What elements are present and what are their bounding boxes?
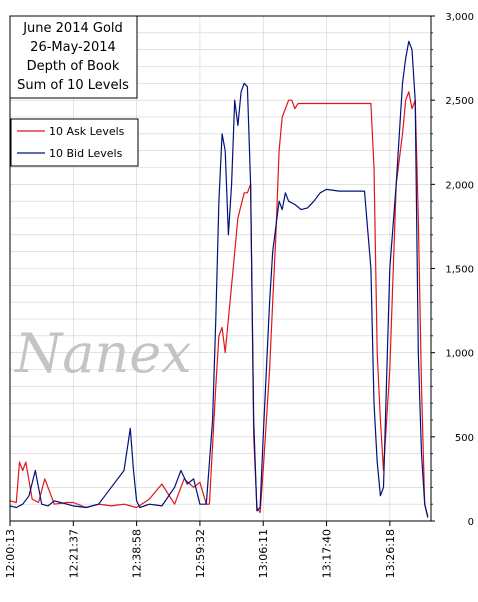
x-tick-label: 12:21:37 — [67, 529, 80, 578]
watermark-text: Nanex — [13, 322, 192, 385]
x-tick-label: 12:38:58 — [131, 529, 144, 578]
title-box: June 2014 Gold 26-May-2014 Depth of Book… — [9, 15, 138, 99]
legend: 10 Ask Levels 10 Bid Levels — [10, 118, 139, 167]
y-tick-label: 3,000 — [445, 12, 474, 23]
y-axis: 0 500 1,000 1,500 2,000 2,500 3,000 — [431, 12, 474, 528]
title-line-2: 26-May-2014 — [30, 40, 116, 55]
y-tick-label: 2,000 — [445, 180, 474, 191]
x-tick-label: 13:17:40 — [321, 529, 334, 578]
y-tick-label: 2,500 — [445, 96, 474, 107]
y-tick-label: 1,000 — [445, 349, 474, 360]
x-axis: 12:00:13 12:21:37 12:38:58 12:59:32 13:06:11… — [4, 521, 397, 578]
y-tick-label: 0 — [468, 517, 474, 528]
legend-ask-label: 10 Ask Levels — [49, 125, 125, 138]
title-line-4: Sum of 10 Levels — [17, 78, 129, 93]
legend-bid-label: 10 Bid Levels — [49, 147, 123, 160]
x-tick-label: 12:00:13 — [4, 529, 17, 578]
x-tick-label: 12:59:32 — [194, 529, 207, 578]
x-tick-label: 13:26:18 — [384, 529, 397, 578]
grid-lines — [9, 16, 431, 521]
title-line-3: Depth of Book — [27, 59, 120, 74]
title-line-1: June 2014 Gold — [22, 21, 123, 36]
x-tick-label: 13:06:11 — [257, 529, 270, 578]
series-bid-line — [9, 40, 429, 518]
y-tick-label: 500 — [455, 433, 474, 444]
y-tick-label: 1,500 — [445, 265, 474, 276]
series-layer — [9, 40, 429, 518]
